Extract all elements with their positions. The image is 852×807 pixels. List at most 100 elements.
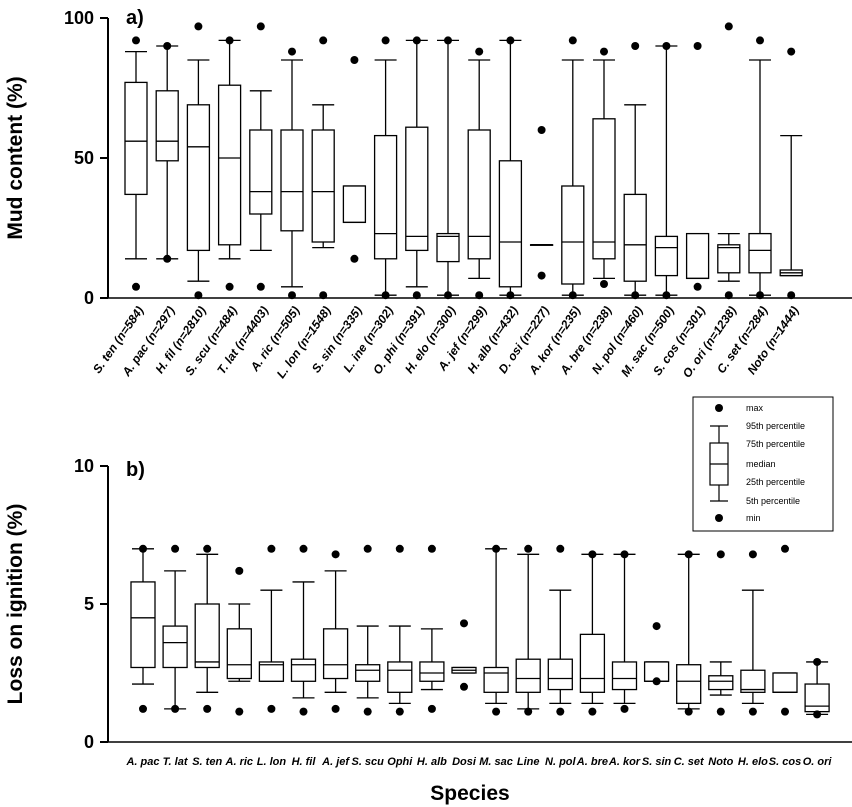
- iqr-box: [130, 581, 156, 669]
- min-point: [813, 710, 822, 719]
- min-point: [620, 704, 629, 713]
- category-label: H. elo: [738, 756, 768, 768]
- panel-a-y-ticks: 0 50 100: [64, 8, 108, 308]
- max-point: [225, 36, 234, 45]
- min-point: [568, 291, 577, 300]
- legend-label-p5: 5th percentile: [746, 496, 800, 506]
- category-label: Dosi: [452, 756, 477, 768]
- y-tick-label: 5: [84, 594, 94, 614]
- y-tick-label: 100: [64, 8, 94, 28]
- iqr-box: [436, 232, 460, 263]
- box-13: [515, 544, 541, 716]
- box-1: [124, 36, 148, 291]
- category-label: Ophi: [387, 756, 413, 768]
- box-20: [740, 550, 766, 716]
- iqr-box: [290, 658, 317, 682]
- legend-min-marker: [715, 514, 723, 522]
- iqr-box: [387, 661, 413, 693]
- min-point: [225, 282, 234, 291]
- box-13: [498, 36, 523, 300]
- box-16: [611, 550, 638, 713]
- box-10: [405, 36, 429, 300]
- box-11: [436, 36, 460, 300]
- max-point: [267, 544, 276, 553]
- iqr-box: [322, 628, 349, 680]
- max-point: [350, 56, 359, 64]
- iqr-box: [124, 81, 148, 196]
- min-point: [524, 707, 533, 716]
- panel-b: b) Loss on ignition (%) 0 5 10 A. pac T. la…: [4, 456, 852, 805]
- legend-label-min: min: [746, 513, 761, 523]
- iqr-box: [311, 129, 335, 243]
- category-label: A. ric: [225, 756, 254, 768]
- min-point: [381, 291, 390, 300]
- max-point: [756, 36, 764, 45]
- min-point: [163, 254, 172, 263]
- iqr-box: [685, 232, 710, 280]
- max-point: [475, 47, 484, 56]
- legend-max-marker: [715, 404, 723, 412]
- category-label: A. kor: [608, 756, 641, 768]
- box-21: [748, 36, 772, 300]
- category-label: A. pac: [125, 756, 159, 768]
- legend-label-median: median: [746, 459, 776, 469]
- box-18: [654, 42, 679, 300]
- min-point: [631, 291, 640, 300]
- category-label: L. lon: [257, 756, 287, 768]
- category-label: T. lat: [163, 756, 189, 768]
- iqr-box: [483, 666, 509, 693]
- max-point: [171, 544, 180, 553]
- max-point: [652, 622, 661, 631]
- category-label: H. fil: [292, 756, 317, 768]
- panel-a-label: a): [126, 7, 144, 29]
- max-point: [506, 36, 515, 45]
- box-10: [419, 544, 445, 713]
- panel-b-x-axis-label: Species: [430, 782, 509, 805]
- y-tick-label: 50: [74, 148, 94, 168]
- legend: max 95th percentile 75th percentile medi…: [692, 396, 834, 532]
- max-point: [319, 36, 328, 45]
- min-point: [492, 707, 501, 716]
- min-point: [444, 291, 452, 300]
- max-point: [631, 42, 640, 50]
- iqr-box: [194, 603, 220, 669]
- iqr-box: [740, 669, 766, 693]
- box-3: [186, 22, 211, 300]
- min-point: [267, 704, 276, 713]
- y-tick-label: 10: [74, 456, 94, 476]
- min-point: [194, 291, 203, 300]
- category-label: A. jef: [321, 756, 350, 768]
- min-point: [662, 291, 671, 300]
- min-point: [600, 280, 608, 288]
- min-point: [427, 704, 436, 713]
- panel-b-category-labels: A. pac T. lat S. ten A. ric L. lon H. fil A. j…: [125, 756, 832, 768]
- max-point: [427, 544, 436, 553]
- box-7: [311, 36, 335, 300]
- box-2: [155, 42, 179, 263]
- box-4: [226, 566, 252, 716]
- box-18: [676, 550, 702, 716]
- box-12: [467, 47, 491, 300]
- box-17: [623, 42, 647, 300]
- iqr-box: [258, 661, 285, 682]
- iqr-box: [561, 185, 585, 285]
- box-3: [194, 544, 220, 713]
- min-point: [748, 707, 757, 716]
- panel-a: a) Mud content (%) 0 50 100 S. ten (n=584)…: [4, 7, 852, 381]
- max-point: [537, 126, 546, 134]
- iqr-box: [355, 664, 381, 682]
- max-point: [235, 566, 244, 575]
- min-point: [132, 282, 140, 291]
- iqr-box: [498, 160, 523, 288]
- iqr-box: [226, 628, 252, 680]
- iqr-box: [155, 90, 179, 162]
- min-point: [363, 707, 372, 716]
- max-point: [139, 544, 147, 553]
- max-point: [163, 42, 172, 50]
- iqr-box: [547, 658, 573, 691]
- y-tick-label: 0: [84, 732, 94, 752]
- min-point: [588, 707, 597, 716]
- box-15: [579, 550, 606, 716]
- category-label: Noto: [708, 756, 733, 768]
- box-1: [130, 544, 156, 713]
